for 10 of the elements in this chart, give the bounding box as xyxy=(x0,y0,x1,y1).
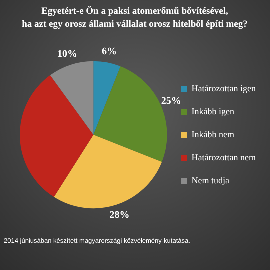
legend-label: Nem tudja xyxy=(192,175,230,186)
data-label: 10% xyxy=(57,49,78,60)
data-label: 28% xyxy=(110,210,130,222)
legend-label: Határozottan nem xyxy=(192,152,256,162)
legend-label: Határozottan igen xyxy=(192,83,256,94)
data-label: 6% xyxy=(102,46,117,58)
chart-title: Egyetért-e Ön a paksi atomerőmű bővítésével, ha azt egy orosz állami vállalat orosz hitelből építi meg? xyxy=(21,5,249,32)
data-label: 25% xyxy=(161,96,182,107)
legend-label: Inkább nem xyxy=(192,129,235,140)
legend-label: Inkább igen xyxy=(192,106,236,116)
